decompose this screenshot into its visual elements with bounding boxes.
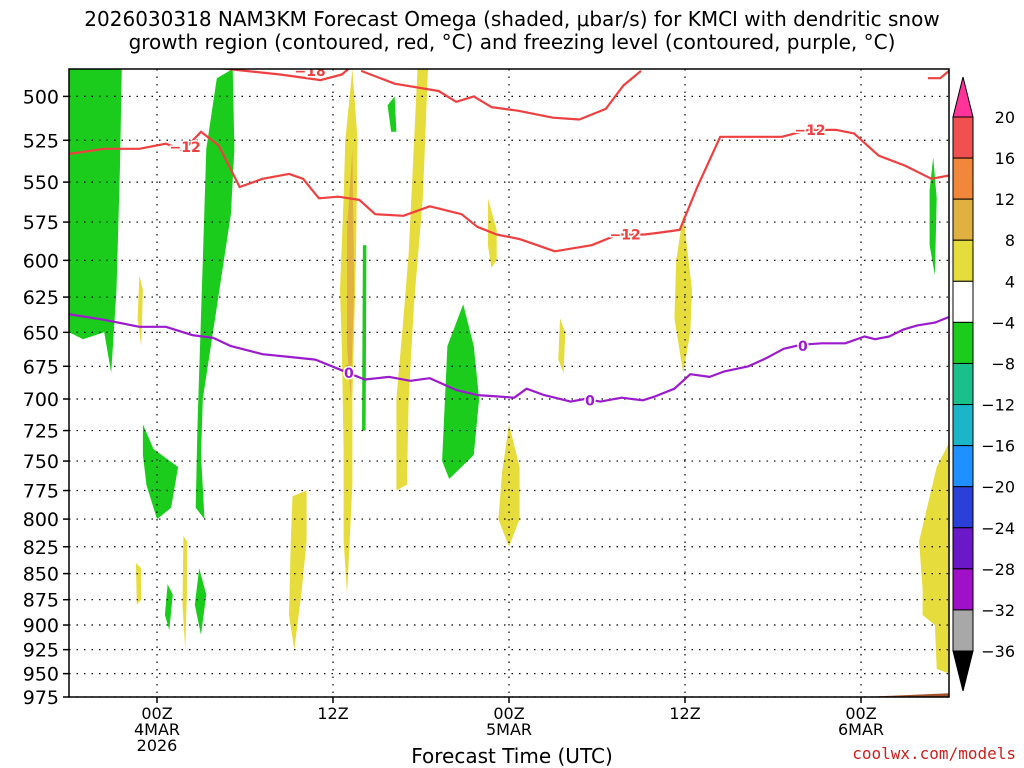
shaded-region-15: [137, 275, 143, 347]
shaded-region-8: [929, 157, 937, 276]
chart-title-line-1: 2026030318 NAM3KM Forecast Omega (shaded…: [84, 7, 940, 31]
shaded-region-3: [387, 96, 397, 132]
contour-layer: −18 −12 −12 −12 0 0 0: [69, 64, 949, 411]
y-tick-label: 625: [23, 287, 59, 309]
shaded-region-12: [498, 424, 520, 547]
y-tick-label: 775: [23, 481, 59, 503]
shaded-region-10: [396, 69, 428, 491]
contour-label-0: −18: [295, 64, 326, 80]
colorbar-bin-1: [952, 116, 974, 159]
colorbar-bin-4: [952, 239, 974, 282]
x-tick-label: 00Z: [141, 704, 172, 723]
y-tick-label: 675: [23, 356, 59, 378]
x-tick-label: 2026: [137, 736, 178, 755]
y-tick-label: 850: [23, 564, 59, 586]
shaded-region-0: [69, 69, 122, 373]
y-tick-label: 800: [23, 509, 59, 531]
colorbar-bin-7: [952, 362, 974, 406]
colorbar-label: −16: [981, 437, 1015, 456]
x-tick-label: 00Z: [845, 704, 876, 723]
x-tick-label: 5MAR: [486, 720, 532, 739]
x-tick-label: 4MAR: [134, 720, 180, 739]
colorbar-bin-12: [952, 568, 974, 611]
colorbar-label: −12: [981, 396, 1015, 415]
site-credit: coolwx.com/models: [852, 744, 1016, 763]
colorbar-bin-3: [952, 198, 974, 241]
colorbar-bin-9: [952, 445, 974, 488]
colorbar-bin-6: [952, 321, 974, 364]
colorbar-top-arrow: [952, 76, 974, 118]
y-tick-label: 825: [23, 537, 59, 559]
colorbar-label: −36: [981, 642, 1015, 661]
shaded-region-20: [347, 148, 355, 399]
shaded-region-2: [142, 424, 179, 520]
contour-line-3: [69, 128, 949, 253]
y-tick-label: 725: [23, 421, 59, 443]
shaded-region-19: [919, 442, 949, 674]
contour-label-2: −12: [610, 228, 641, 244]
y-axis: 500 525 550 575 600 625 650 675 700 725 750 775 800 8…: [23, 86, 69, 709]
colorbar-bin-8: [952, 404, 974, 447]
colorbar-label: −8: [991, 354, 1015, 373]
contour-label-4: 0: [344, 366, 354, 382]
contour-label-3: −12: [794, 123, 825, 139]
x-tick-label: 12Z: [669, 704, 700, 723]
shaded-region-13: [674, 214, 692, 373]
colorbar-label: −20: [981, 478, 1015, 497]
contour-label-5: 0: [585, 393, 595, 409]
y-tick-label: 900: [23, 615, 59, 637]
colorbar-bin-10: [952, 486, 974, 529]
colorbar: 20 16 12 8 4 −4 −8 −12 −16 −20 −24 −28 −32 −36: [952, 76, 1015, 692]
colorbar-label: −4: [991, 313, 1015, 332]
colorbar-label: 8: [1005, 231, 1015, 250]
colorbar-label: −32: [981, 601, 1015, 620]
shaded-region-5: [164, 584, 173, 630]
x-tick-label: 6MAR: [838, 720, 884, 739]
y-tick-label: 525: [23, 130, 59, 152]
contour-line-1: [927, 70, 949, 80]
y-tick-label: 950: [23, 664, 59, 686]
shaded-region-6: [194, 568, 207, 635]
contour-line-0: [217, 69, 351, 82]
contour-label-1: −12: [170, 140, 201, 156]
colorbar-label: −28: [981, 560, 1015, 579]
y-tick-label: 975: [23, 687, 59, 709]
colorbar-bin-5: [952, 280, 974, 323]
y-tick-label: 925: [23, 640, 59, 662]
colorbar-label: 12: [995, 190, 1015, 209]
y-tick-label: 600: [23, 250, 59, 272]
colorbar-bin-2: [952, 157, 974, 200]
y-tick-label: 500: [23, 86, 59, 108]
shaded-region-14: [289, 490, 307, 650]
y-tick-label: 700: [23, 389, 59, 411]
shaded-region-17: [135, 563, 142, 605]
shaded-region-18: [558, 318, 566, 373]
colorbar-label: 4: [1005, 272, 1015, 291]
x-tick-label: 00Z: [493, 704, 524, 723]
contour-line-2: [360, 69, 642, 121]
chart-title-line-2: growth region (contoured, red, °C) and f…: [128, 30, 896, 54]
y-tick-label: 550: [23, 172, 59, 194]
colorbar-label: −24: [981, 519, 1015, 538]
x-axis-title: Forecast Time (UTC): [411, 744, 613, 768]
y-tick-label: 750: [23, 451, 59, 473]
shaded-region-16: [182, 535, 187, 650]
colorbar-label: 20: [995, 108, 1015, 127]
shaded-region-7: [362, 245, 367, 431]
y-tick-label: 575: [23, 212, 59, 234]
colorbar-bin-11: [952, 527, 974, 570]
x-tick-label: 12Z: [317, 704, 348, 723]
shaded-region-1: [195, 69, 235, 520]
colorbar-bin-13: [952, 609, 974, 652]
y-tick-label: 875: [23, 590, 59, 612]
contour-label-6: 0: [798, 339, 808, 355]
colorbar-bottom-arrow: [952, 650, 974, 692]
contour-line-4: [69, 313, 949, 403]
y-tick-label: 650: [23, 322, 59, 344]
colorbar-label: 16: [995, 149, 1015, 168]
